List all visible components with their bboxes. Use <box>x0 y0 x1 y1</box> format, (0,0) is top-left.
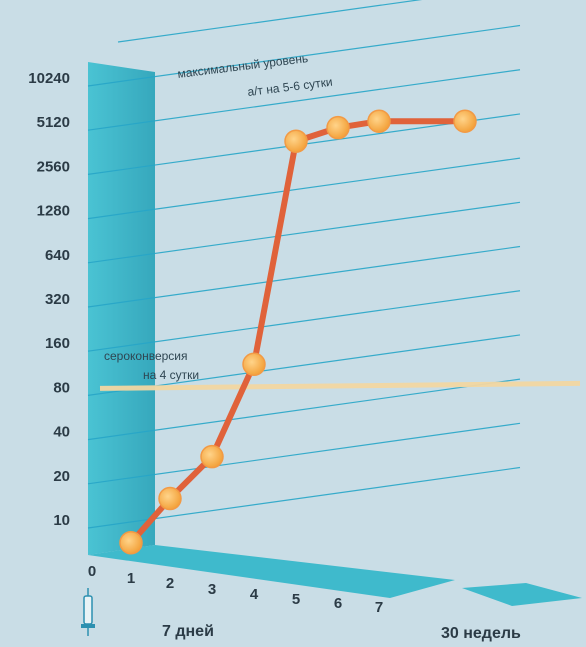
syringe-icon <box>81 588 95 636</box>
data-point <box>200 444 224 469</box>
back-wall <box>88 62 155 555</box>
annotation-max-level-line2: а/т на 5-6 сутки <box>247 75 334 99</box>
x-tick-label: 7 <box>375 599 383 616</box>
gridline <box>87 201 521 264</box>
y-tick-label: 5120 <box>37 114 70 131</box>
gridline <box>87 69 521 131</box>
y-tick-label: 80 <box>53 379 70 396</box>
x-tick-label: 0 <box>88 563 96 580</box>
gridline <box>87 290 521 352</box>
floor-days <box>88 545 455 598</box>
data-point <box>453 109 477 133</box>
seroconversion-threshold-line <box>99 380 581 391</box>
y-tick-label: 10240 <box>28 70 70 87</box>
period-label-days: 7 дней <box>162 623 214 640</box>
gridline <box>87 378 521 441</box>
gridline <box>87 245 521 308</box>
data-point <box>242 352 266 377</box>
y-tick-label: 40 <box>53 424 70 441</box>
x-tick-label: 3 <box>208 581 216 598</box>
gridline <box>87 466 521 529</box>
annotation-seroconversion-line2: на 4 сутки <box>143 368 199 382</box>
y-tick-label: 10 <box>53 512 70 529</box>
x-tick-label: 5 <box>292 591 300 608</box>
x-tick-label: 1 <box>127 570 135 587</box>
period-label-weeks: 30 недель <box>441 625 521 642</box>
data-point <box>158 486 182 511</box>
data-point <box>326 115 350 140</box>
y-tick-label: 640 <box>45 247 70 264</box>
y-tick-label: 320 <box>45 291 70 308</box>
annotation-seroconversion-line1: сероконверсия <box>104 349 188 363</box>
data-point <box>367 109 391 133</box>
annotation-max-level-line1: максимальный уровень <box>177 51 309 81</box>
series-line <box>128 118 468 546</box>
x-tick-label: 4 <box>250 586 259 603</box>
y-tick-label: 2560 <box>37 158 70 175</box>
y-tick-label: 160 <box>45 335 70 352</box>
data-point <box>119 530 143 555</box>
y-tick-label: 20 <box>53 468 70 485</box>
gridline <box>87 157 521 220</box>
gridline <box>87 24 521 87</box>
y-tick-label: 1280 <box>37 203 70 220</box>
data-point <box>284 129 308 153</box>
gridline <box>87 422 521 485</box>
x-tick-label: 6 <box>334 595 342 612</box>
gridline <box>117 0 423 43</box>
floor-weeks <box>462 583 582 606</box>
x-tick-label: 2 <box>166 575 174 592</box>
